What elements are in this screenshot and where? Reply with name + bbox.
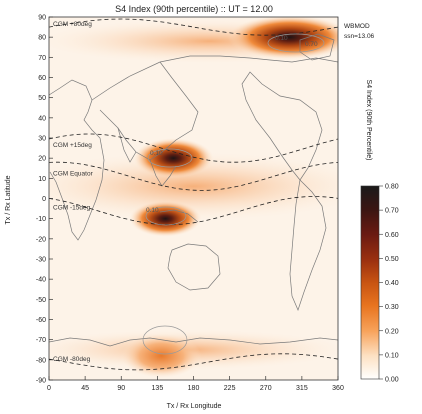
colorbar-tick-label: 0.20 bbox=[385, 328, 399, 335]
map-panel: CGM +80deg CGM +15deg CGM Equator CGM -15de… bbox=[49, 17, 338, 380]
y-tick-label: 80 bbox=[38, 35, 46, 42]
colorbar-tick-label: 0.50 bbox=[385, 256, 399, 263]
x-tick-label: 0 bbox=[47, 385, 51, 392]
x-tick-label: 225 bbox=[224, 385, 236, 392]
colorbar-tick-label: 0.10 bbox=[385, 352, 399, 359]
cgm-line bbox=[49, 196, 338, 226]
colorbar-tick-label: 0.30 bbox=[385, 304, 399, 311]
contour-label: 0.10 bbox=[275, 35, 288, 42]
colorbar-tick-label: 0.40 bbox=[385, 280, 399, 287]
contour-label: 0.70 bbox=[305, 41, 318, 48]
model-label: WBMOD bbox=[344, 23, 370, 30]
x-axis-label: Tx / Rx Longitude bbox=[167, 403, 222, 410]
y-tick-label: -50 bbox=[36, 297, 46, 304]
colorbar-tick-label: 0.60 bbox=[385, 232, 399, 239]
cgm-label: CGM Equator bbox=[53, 170, 94, 177]
band-equatorial bbox=[49, 152, 338, 221]
contour-label: 0.10 bbox=[150, 150, 163, 157]
cgm-label: CGM -15deg bbox=[53, 205, 91, 212]
y-tick-label: 10 bbox=[38, 176, 46, 183]
cgm-label: CGM +15deg bbox=[53, 142, 92, 149]
x-tick-label: 90 bbox=[117, 385, 125, 392]
colorbar: 0.00 0.10 0.20 0.30 0.40 0.50 0.60 0.70 0.80 S4 … bbox=[360, 80, 399, 384]
y-tick-label: -40 bbox=[36, 277, 46, 284]
y-tick-label: -30 bbox=[36, 257, 46, 264]
cgm-lines bbox=[49, 18, 338, 371]
y-tick-label: -20 bbox=[36, 236, 46, 243]
y-tick-label: -70 bbox=[36, 337, 46, 344]
contours bbox=[142, 33, 325, 355]
y-tick-label: -10 bbox=[36, 216, 46, 223]
contour-label: 0.10 bbox=[146, 207, 159, 214]
y-tick-label: -60 bbox=[36, 317, 46, 324]
y-axis: 90 80 70 60 50 40 30 20 10 0 -10 -20 -30 -40 -50 -60 -70… bbox=[36, 15, 53, 385]
y-tick-label: 50 bbox=[38, 95, 46, 102]
colorbar-scale bbox=[360, 185, 380, 380]
x-tick-label: 180 bbox=[188, 385, 200, 392]
x-axis: 0 45 90 135 180 225 270 315 360 bbox=[47, 376, 344, 392]
ssn-label: ssn=13.06 bbox=[344, 33, 375, 40]
heat-north-arctic-band bbox=[227, 17, 338, 60]
chart-title: S4 Index (90th percentile) :: UT = 12.00 bbox=[115, 4, 273, 14]
y-tick-label: 70 bbox=[38, 55, 46, 62]
x-tick-label: 45 bbox=[81, 385, 89, 392]
x-tick-label: 315 bbox=[296, 385, 308, 392]
y-tick-label: -80 bbox=[36, 357, 46, 364]
colorbar-tick-label: 0.00 bbox=[385, 377, 399, 384]
cgm-label: CGM -80deg bbox=[53, 356, 91, 363]
y-tick-label: -90 bbox=[36, 378, 46, 385]
y-tick-label: 0 bbox=[42, 196, 46, 203]
y-axis-label: Tx / Rx Latitude bbox=[5, 175, 12, 224]
s4-heat-layer bbox=[49, 17, 338, 378]
colorbar-tick-label: 0.70 bbox=[385, 208, 399, 215]
colorbar-tick-label: 0.80 bbox=[385, 184, 399, 191]
cgm-label: CGM +80deg bbox=[53, 21, 92, 28]
x-tick-label: 360 bbox=[332, 385, 344, 392]
y-tick-label: 60 bbox=[38, 75, 46, 82]
y-tick-label: 40 bbox=[38, 115, 46, 122]
cgm-line bbox=[49, 133, 338, 163]
x-tick-label: 135 bbox=[152, 385, 164, 392]
heat-pacific-north-equatorial bbox=[133, 138, 214, 179]
heat-pacific-south-equatorial bbox=[129, 200, 202, 237]
heat-south-polar bbox=[121, 333, 202, 378]
y-tick-label: 20 bbox=[38, 156, 46, 163]
x-tick-label: 270 bbox=[260, 385, 272, 392]
y-tick-label: 90 bbox=[38, 15, 46, 22]
cgm-line bbox=[49, 161, 338, 191]
y-tick-label: 30 bbox=[38, 136, 46, 143]
colorbar-label: S4 Index (90th Percentile) bbox=[365, 80, 372, 161]
